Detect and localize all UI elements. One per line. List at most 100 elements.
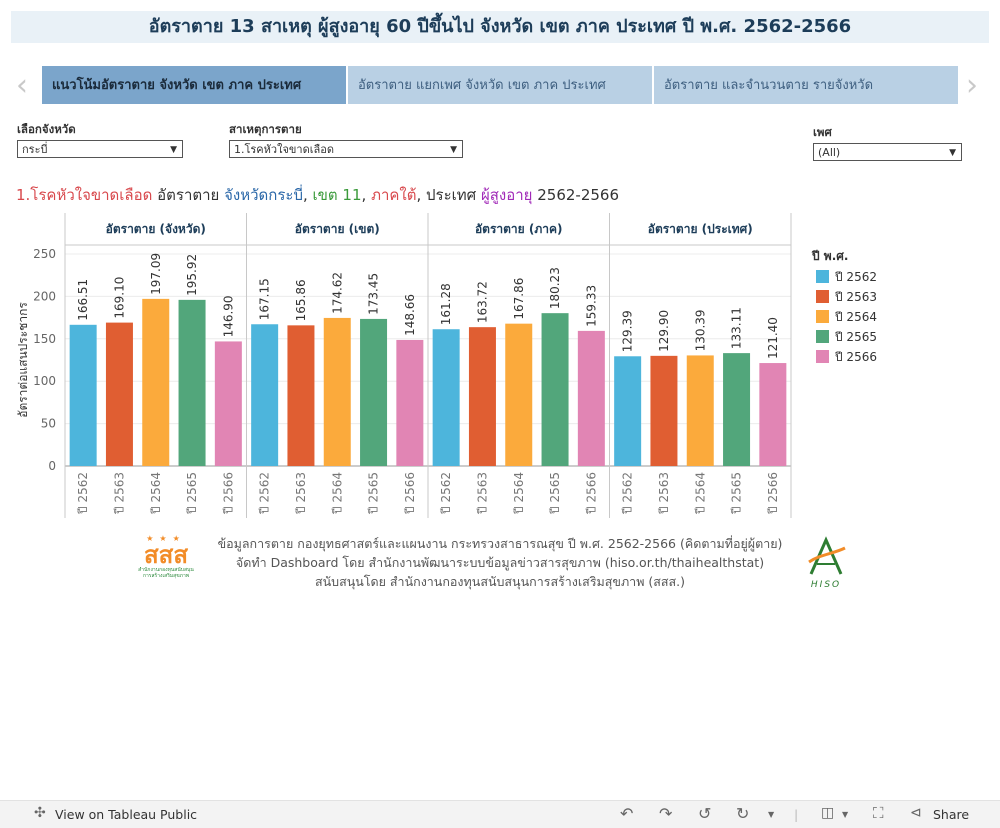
- bar: [723, 353, 751, 466]
- y-axis-title: อัตราต่อแสนประชากร: [16, 302, 30, 418]
- thaihealth-logo-subtext: สำนักงานกองทุนสนับสนุนการสร้างเสริมสุขภา…: [138, 567, 194, 579]
- tab-by-province[interactable]: อัตราตาย และจำนวนตาย รายจังหวัด: [654, 66, 958, 104]
- data-label: 165.86: [294, 279, 308, 321]
- share-icon[interactable]: ⊲: [910, 805, 922, 821]
- data-label: 169.10: [112, 277, 126, 319]
- subtitle-text: อัตราตาย: [152, 186, 225, 204]
- refresh-icon[interactable]: ↻: [736, 804, 750, 823]
- bar: [287, 325, 315, 466]
- legend-swatch: [816, 350, 829, 363]
- sex-select-value: (All): [818, 146, 841, 159]
- legend-swatch: [816, 310, 829, 323]
- refresh-dropdown-icon[interactable]: ▼: [768, 810, 775, 819]
- revert-icon[interactable]: ↺: [698, 804, 712, 823]
- bar: [214, 341, 242, 466]
- view-on-tableau-link[interactable]: View on Tableau Public: [55, 807, 198, 822]
- cause-select-value: 1.โรคหัวใจขาดเลือด: [234, 143, 335, 156]
- bar: [614, 356, 642, 466]
- tab-trend[interactable]: แนวโน้มอัตราตาย จังหวัด เขต ภาค ประเทศ: [42, 66, 346, 104]
- legend-label: ปี 2566: [835, 350, 877, 364]
- y-tick-label: 0: [48, 459, 56, 473]
- y-tick-label: 50: [41, 417, 56, 431]
- province-select[interactable]: กระบี่ ▼: [17, 140, 183, 158]
- data-label: 167.86: [512, 278, 526, 320]
- x-tick-label: ปี 2566: [403, 472, 417, 515]
- panel-title: อัตราตาย (ภาค): [475, 222, 563, 236]
- download-icon[interactable]: ◫: [821, 805, 835, 821]
- data-label: 167.15: [258, 278, 272, 320]
- bar: [251, 324, 279, 466]
- subtitle-text: , ประเทศ: [416, 186, 481, 204]
- subtitle-region: เขต 11: [312, 186, 362, 204]
- undo-icon[interactable]: ↶: [620, 804, 634, 823]
- fullscreen-icon[interactable]: ⛶: [873, 804, 884, 822]
- x-tick-label: ปี 2565: [548, 472, 562, 515]
- redo-icon[interactable]: ↷: [659, 804, 673, 823]
- legend-item-2562[interactable]: ปี 2562: [816, 268, 877, 287]
- y-tick-label: 250: [33, 247, 56, 261]
- panel-title: อัตราตาย (จังหวัด): [106, 222, 206, 236]
- tableau-icon: ✣: [34, 805, 46, 821]
- data-label: 195.92: [185, 254, 199, 296]
- legend-label: ปี 2563: [835, 290, 877, 304]
- x-tick-label: ปี 2563: [475, 472, 489, 515]
- bar: [759, 363, 787, 466]
- cause-filter-label: สาเหตุการตาย: [229, 122, 302, 136]
- x-tick-label: ปี 2562: [76, 472, 90, 515]
- x-tick-label: ปี 2564: [330, 472, 344, 515]
- data-label: 180.23: [548, 267, 562, 309]
- data-label: 121.40: [766, 317, 780, 359]
- data-label: 166.51: [76, 279, 90, 321]
- footer-source: ข้อมูลการตาย กองยุทธศาสตร์และแผนงาน กระท…: [217, 536, 783, 551]
- page-title: อัตราตาย 13 สาเหตุ ผู้สูงอายุ 60 ปีขึ้นไ…: [11, 11, 989, 43]
- data-label: 129.90: [657, 310, 671, 352]
- bar: [396, 339, 424, 466]
- x-tick-label: ปี 2565: [730, 472, 744, 515]
- data-label: 163.72: [475, 281, 489, 323]
- dropdown-arrow-icon: ▼: [450, 145, 457, 155]
- bar: [69, 324, 97, 466]
- subtitle-years: 2562-2566: [532, 186, 619, 204]
- bar: [142, 298, 170, 466]
- bar: [360, 318, 388, 466]
- x-tick-label: ปี 2565: [367, 472, 381, 515]
- x-tick-label: ปี 2563: [294, 472, 308, 515]
- y-tick-label: 100: [33, 374, 56, 388]
- bar: [505, 323, 533, 466]
- legend-item-2564[interactable]: ปี 2564: [816, 308, 877, 327]
- bar: [432, 329, 460, 466]
- dropdown-arrow-icon: ▼: [949, 148, 956, 158]
- x-tick-label: ปี 2562: [621, 472, 635, 515]
- legend-item-2563[interactable]: ปี 2563: [816, 288, 877, 307]
- legend-swatch: [816, 290, 829, 303]
- bar: [468, 327, 496, 466]
- data-label: 146.90: [221, 295, 235, 337]
- subtitle-province: จังหวัดกระบี่: [224, 186, 303, 204]
- sex-filter-label: เพศ: [813, 125, 832, 139]
- share-button[interactable]: Share: [933, 807, 970, 822]
- subtitle-separator: ,: [302, 186, 313, 204]
- panel-title: อัตราตาย (เขต): [295, 222, 380, 236]
- data-label: 159.33: [584, 285, 598, 327]
- legend-label: ปี 2562: [835, 270, 877, 284]
- cause-select[interactable]: 1.โรคหัวใจขาดเลือด ▼: [229, 140, 463, 158]
- legend-item-2565[interactable]: ปี 2565: [816, 328, 877, 347]
- data-label: 148.66: [403, 294, 417, 336]
- y-tick-label: 150: [33, 332, 56, 346]
- chevron-right-icon[interactable]: ›: [966, 68, 978, 103]
- province-select-value: กระบี่: [22, 143, 48, 156]
- hiso-logo-mark: [808, 536, 846, 575]
- thaihealth-logo-text: สสส: [144, 541, 188, 569]
- sex-select[interactable]: (All) ▼: [813, 143, 962, 161]
- data-label: 161.28: [439, 283, 453, 325]
- x-tick-label: ปี 2565: [185, 472, 199, 515]
- tableau-toolbar: ✣ View on Tableau Public ↶ ↷ ↺ ↻ ▼ | ◫ ▼…: [0, 800, 1000, 828]
- subtitle-age-group: ผู้สูงอายุ: [480, 186, 533, 204]
- download-dropdown-icon[interactable]: ▼: [842, 810, 849, 819]
- chevron-left-icon[interactable]: ‹: [16, 68, 28, 103]
- tab-by-sex[interactable]: อัตราตาย แยกเพศ จังหวัด เขต ภาค ประเทศ: [348, 66, 652, 104]
- legend-label: ปี 2565: [835, 330, 877, 344]
- legend-item-2566[interactable]: ปี 2566: [816, 348, 877, 367]
- y-tick-label: 200: [33, 289, 56, 303]
